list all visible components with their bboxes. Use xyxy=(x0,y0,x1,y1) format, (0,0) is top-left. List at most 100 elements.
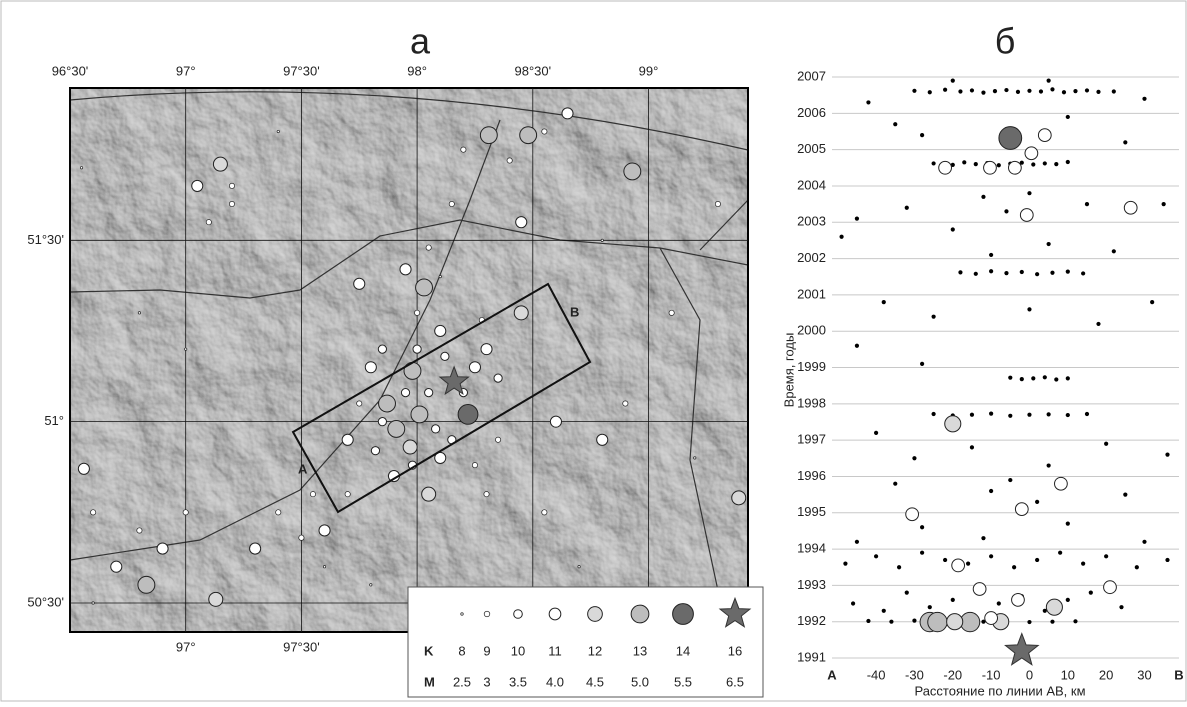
event-dot xyxy=(1058,550,1063,555)
x-tick-label: 97°30' xyxy=(283,639,320,654)
event-dot xyxy=(989,269,994,274)
legend-k-label: K xyxy=(424,643,434,658)
epicenter xyxy=(137,311,141,315)
epicenter xyxy=(425,244,432,251)
epicenter xyxy=(1011,593,1025,607)
epicenter xyxy=(944,415,962,433)
profile-box xyxy=(291,282,592,514)
epicenter xyxy=(1014,502,1029,517)
epicenter xyxy=(412,344,422,354)
event-dot xyxy=(1065,269,1070,274)
event-dot xyxy=(943,87,948,92)
y-tick-label: 1994 xyxy=(797,541,826,556)
event-dot xyxy=(866,100,871,105)
epicenter xyxy=(410,405,429,424)
epicenter xyxy=(622,400,629,407)
x-tick-label: 97° xyxy=(176,639,196,654)
event-dot xyxy=(1065,114,1070,120)
x-tick-label: 97°30' xyxy=(283,63,320,78)
panel-title: а xyxy=(410,21,431,62)
x-tick-label: -20 xyxy=(943,667,962,682)
x-end-label: A xyxy=(827,667,837,682)
y-tick-label: 1993 xyxy=(797,577,826,592)
event-dot xyxy=(1088,590,1093,595)
event-dot xyxy=(1054,162,1059,167)
event-dot xyxy=(866,618,871,624)
y-tick-label: 2006 xyxy=(797,105,826,120)
event-dot xyxy=(1165,452,1170,457)
epicenter xyxy=(1019,208,1034,222)
y-tick-label: 51°30' xyxy=(27,232,64,247)
event-dot xyxy=(962,160,967,165)
x-axis-label: Расстояние по линии АВ, км xyxy=(914,683,1085,698)
relief xyxy=(70,88,748,632)
epicenter xyxy=(298,534,305,541)
event-dot xyxy=(920,361,925,366)
y-tick-label: 2005 xyxy=(797,141,826,156)
epicenter xyxy=(309,491,316,498)
epicenter xyxy=(434,324,447,338)
event-dot xyxy=(1027,191,1032,196)
event-dot xyxy=(950,597,955,603)
epicenter xyxy=(424,388,434,398)
event-dot xyxy=(1004,209,1009,214)
event-dot xyxy=(896,565,902,570)
legend-box xyxy=(407,586,764,698)
epicenter xyxy=(905,507,920,522)
legend-m: 5.5 xyxy=(674,674,692,689)
event-dot xyxy=(1119,605,1124,610)
event-dot xyxy=(969,88,975,93)
epicenter xyxy=(1103,580,1117,595)
epicenter xyxy=(946,613,964,631)
event-dot xyxy=(854,343,860,348)
epicenter xyxy=(541,509,548,516)
y-tick-label: 1998 xyxy=(797,395,826,410)
event-dot xyxy=(1035,272,1040,277)
legend-m: 6.5 xyxy=(726,674,744,689)
event-dot xyxy=(881,300,886,305)
event-dot xyxy=(1046,78,1051,83)
event-dot xyxy=(1050,270,1055,275)
event-dot xyxy=(873,554,879,559)
event-dot xyxy=(1027,619,1032,625)
epicenter xyxy=(431,424,441,434)
profile-label: B xyxy=(570,304,579,319)
epicenter xyxy=(731,490,747,506)
x-tick-label: 98°30' xyxy=(514,63,551,78)
epicenter xyxy=(561,107,574,120)
y-tick-label: 1991 xyxy=(797,649,826,664)
event-dot xyxy=(1142,539,1147,544)
event-dot xyxy=(1038,89,1044,94)
y-tick-label: 1999 xyxy=(797,359,826,374)
epicenter xyxy=(468,361,481,374)
event-dot xyxy=(920,550,925,555)
epicenter xyxy=(513,305,529,321)
epicenter xyxy=(377,417,387,427)
epicenter xyxy=(483,491,490,498)
epicenter xyxy=(1024,146,1039,161)
epicenter xyxy=(77,462,90,475)
event-dot xyxy=(912,618,917,623)
y-tick-label: 2000 xyxy=(797,323,826,338)
event-dot xyxy=(992,89,998,94)
legend-k: 16 xyxy=(728,643,742,658)
epicenter xyxy=(693,456,697,460)
event-dot xyxy=(1065,412,1070,418)
y-tick-label: 2002 xyxy=(797,250,826,265)
x-tick-label: 98° xyxy=(407,63,427,78)
event-dot xyxy=(996,601,1001,606)
event-dot xyxy=(1104,441,1109,446)
event-dot xyxy=(981,619,986,624)
epicenter xyxy=(600,238,604,242)
epicenter xyxy=(927,611,948,633)
event-dot xyxy=(843,561,848,566)
event-dot xyxy=(958,89,963,94)
event-dot xyxy=(1008,413,1013,418)
event-dot xyxy=(1042,161,1047,166)
epicenter xyxy=(998,126,1023,150)
epicenter xyxy=(387,419,406,438)
x-tick-label: -30 xyxy=(905,667,924,682)
x-tick-label: -10 xyxy=(982,667,1001,682)
y-tick-label: 1995 xyxy=(797,504,826,519)
epicenter xyxy=(228,201,235,208)
